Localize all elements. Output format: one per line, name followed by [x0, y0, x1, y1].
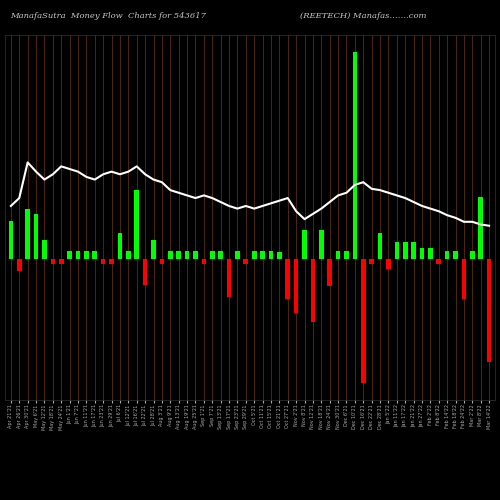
Bar [252, 250, 256, 259]
Bar [202, 259, 206, 264]
Bar [8, 221, 13, 259]
Bar [143, 259, 148, 285]
Text: (REETECH) Manafas…….com: (REETECH) Manafas…….com [300, 12, 426, 20]
Bar [277, 252, 281, 259]
Bar [68, 250, 72, 259]
Bar [59, 259, 64, 264]
Bar [42, 240, 46, 259]
Bar [386, 259, 390, 269]
Bar [319, 230, 324, 259]
Bar [328, 259, 332, 286]
Bar [118, 232, 122, 259]
Bar [428, 248, 432, 259]
Bar [193, 250, 198, 259]
Bar [403, 242, 407, 259]
Bar [168, 250, 172, 259]
Bar [260, 250, 265, 259]
Bar [134, 190, 139, 259]
Bar [17, 259, 21, 271]
Bar [478, 197, 483, 259]
Bar [185, 250, 190, 259]
Bar [101, 259, 105, 264]
Bar [26, 209, 30, 259]
Bar [268, 250, 274, 259]
Bar [394, 242, 399, 259]
Bar [470, 250, 474, 259]
Bar [34, 214, 38, 259]
Bar [462, 259, 466, 299]
Bar [76, 250, 80, 259]
Bar [226, 259, 232, 296]
Bar [336, 250, 340, 259]
Bar [454, 250, 458, 259]
Bar [302, 230, 307, 259]
Bar [92, 250, 97, 259]
Bar [235, 250, 240, 259]
Bar [210, 250, 214, 259]
Bar [294, 259, 298, 312]
Bar [160, 259, 164, 264]
Bar [487, 259, 492, 362]
Bar [420, 248, 424, 259]
Bar [352, 52, 357, 259]
Bar [286, 259, 290, 299]
Text: ManafaSutra  Money Flow  Charts for 543617: ManafaSutra Money Flow Charts for 543617 [10, 12, 206, 20]
Bar [310, 259, 315, 322]
Bar [244, 259, 248, 264]
Bar [110, 259, 114, 264]
Bar [412, 242, 416, 259]
Bar [84, 250, 88, 259]
Bar [151, 240, 156, 259]
Bar [176, 250, 181, 259]
Bar [50, 259, 55, 264]
Bar [445, 250, 450, 259]
Bar [370, 259, 374, 264]
Bar [378, 232, 382, 259]
Bar [218, 250, 223, 259]
Bar [126, 250, 130, 259]
Bar [344, 250, 349, 259]
Bar [436, 259, 441, 264]
Bar [361, 259, 366, 383]
